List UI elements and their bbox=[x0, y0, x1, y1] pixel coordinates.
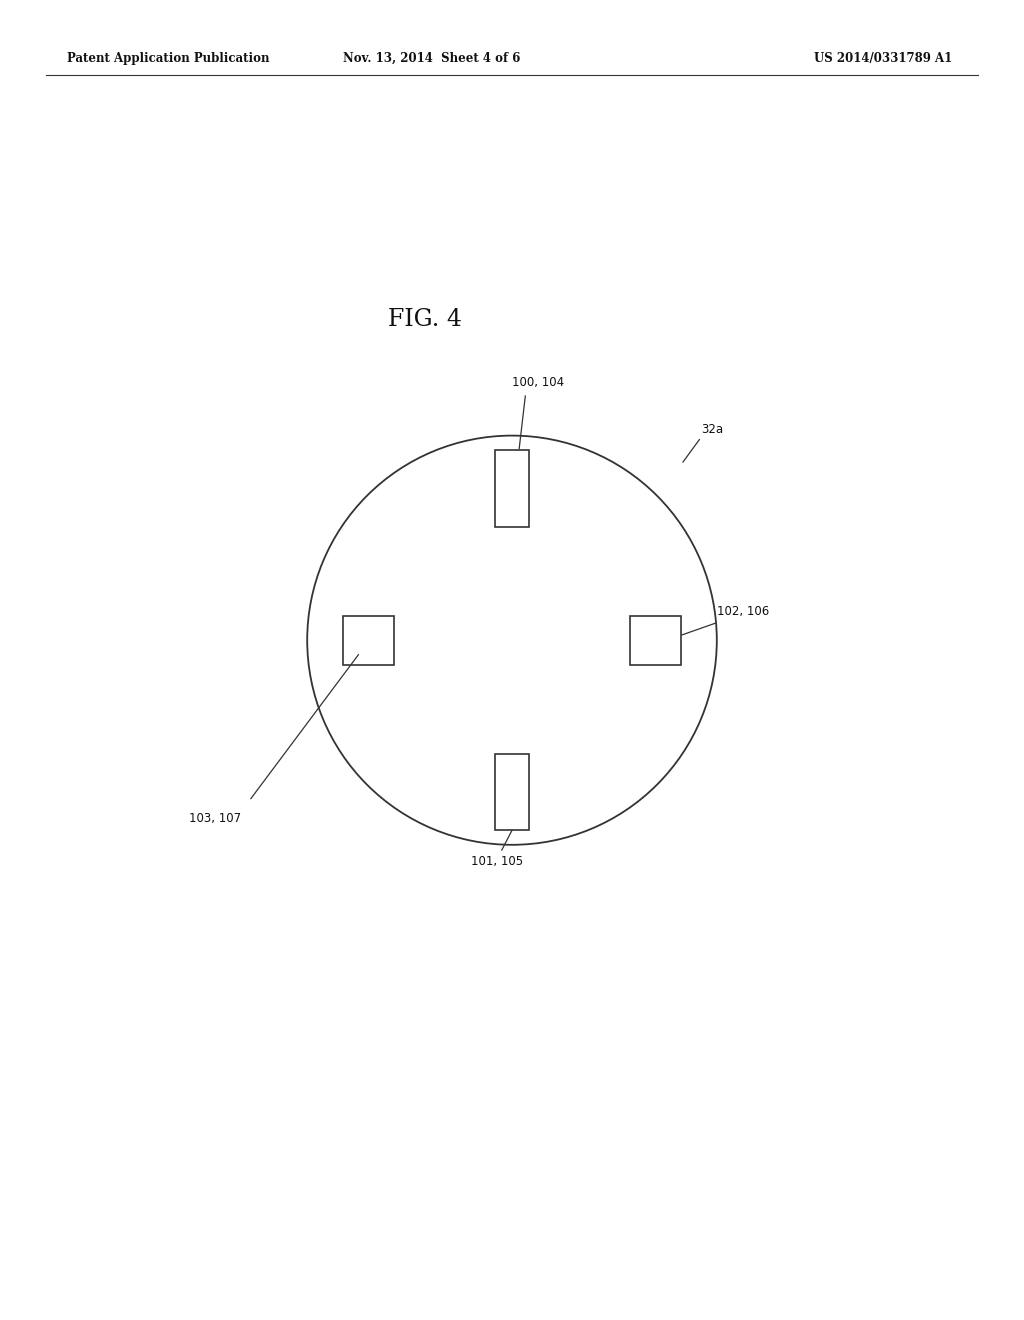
Text: Nov. 13, 2014  Sheet 4 of 6: Nov. 13, 2014 Sheet 4 of 6 bbox=[343, 51, 521, 65]
Text: FIG. 4: FIG. 4 bbox=[388, 308, 462, 331]
Text: 100, 104: 100, 104 bbox=[512, 376, 564, 389]
Bar bbox=[630, 615, 681, 665]
Text: 102, 106: 102, 106 bbox=[717, 605, 769, 618]
Text: US 2014/0331789 A1: US 2014/0331789 A1 bbox=[814, 51, 952, 65]
Bar bbox=[495, 754, 529, 830]
Bar bbox=[343, 615, 394, 665]
Text: 103, 107: 103, 107 bbox=[189, 812, 242, 825]
Text: 101, 105: 101, 105 bbox=[471, 855, 523, 869]
Bar bbox=[495, 450, 529, 527]
Text: 32a: 32a bbox=[701, 422, 724, 436]
Text: Patent Application Publication: Patent Application Publication bbox=[67, 51, 269, 65]
